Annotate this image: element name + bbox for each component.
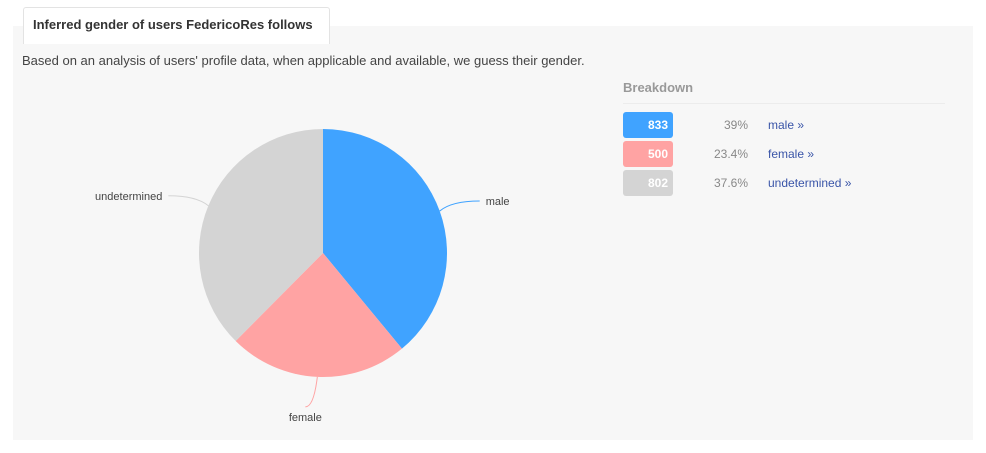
breakdown-title: Breakdown — [623, 80, 945, 104]
breakdown-count-badge: 833 — [623, 111, 673, 138]
breakdown-row-male: 833 39% male » — [623, 110, 945, 139]
pie-connector-undetermined — [168, 195, 209, 207]
pie-slice-male[interactable] — [323, 129, 447, 349]
panel-description: Based on an analysis of users' profile d… — [22, 53, 585, 68]
pie-connector-female — [305, 376, 318, 408]
panel-tab-title[interactable]: Inferred gender of users FedericoRes fol… — [23, 7, 330, 44]
breakdown-percent: 23.4% — [713, 146, 748, 161]
pie-connector-male — [439, 200, 480, 212]
breakdown-count-badge: 802 — [623, 169, 673, 196]
pie-chart: male female undetermined — [95, 129, 510, 424]
pie-slice-female[interactable] — [235, 253, 402, 377]
pie-label-male: male — [486, 196, 510, 208]
pie-label-female: female — [289, 412, 322, 424]
breakdown-link-female[interactable]: female » — [768, 146, 815, 161]
breakdown-percent: 37.6% — [713, 175, 748, 190]
content-panel — [13, 26, 973, 440]
pie-label-undetermined: undetermined — [95, 191, 162, 203]
breakdown-link-male[interactable]: male » — [768, 117, 805, 132]
pie-slice-undetermined[interactable] — [198, 129, 323, 342]
breakdown-row-undetermined: 802 37.6% undetermined » — [623, 168, 945, 197]
breakdown-percent: 39% — [723, 117, 748, 132]
pie-chart-svg: male female undetermined — [95, 129, 510, 424]
breakdown-row-female: 500 23.4% female » — [623, 139, 945, 168]
breakdown-link-undetermined[interactable]: undetermined » — [768, 175, 852, 190]
breakdown-count-badge: 500 — [623, 140, 673, 167]
breakdown-panel: Breakdown 833 39% male » 500 23.4% femal… — [623, 80, 945, 197]
